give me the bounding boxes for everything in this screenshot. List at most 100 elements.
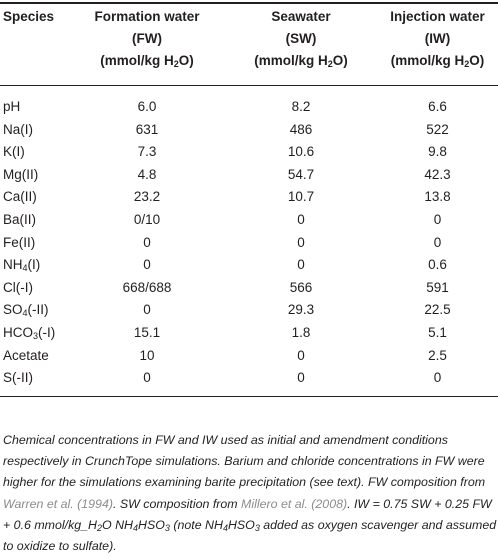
- fw-value: 15.1: [133, 325, 161, 340]
- sw-value: 0: [297, 347, 305, 363]
- fw-value: 7.3: [137, 144, 157, 160]
- header-species: Species: [3, 6, 78, 28]
- subscript: 2: [97, 522, 103, 533]
- table-row: pH 6.0 8.2 6.6: [0, 96, 498, 118]
- subscript: 3: [254, 522, 260, 533]
- caption-text: O NH: [102, 517, 134, 532]
- citation-link[interactable]: Warren et al. (1994): [3, 496, 113, 511]
- species-cell: S(-II): [3, 367, 33, 389]
- header-line: Seawater: [271, 9, 331, 24]
- header-line: (mmol/kg H2O): [390, 53, 485, 69]
- species-cell: NH4(I): [3, 254, 40, 276]
- species-name: NH: [3, 257, 23, 273]
- iw-value: 2.5: [428, 347, 447, 363]
- sw-value: 0: [297, 212, 305, 227]
- fw-value: 10: [139, 347, 155, 363]
- species-name: Fe(II): [3, 234, 36, 250]
- header-line: (mmol/kg H2O): [100, 53, 194, 69]
- fw-value: 4.8: [137, 166, 157, 182]
- species-name: Na(I): [3, 121, 33, 137]
- table-row: Fe(II) 0 0 0: [0, 232, 498, 254]
- header-line: Species: [3, 9, 55, 24]
- species-subscript: 3: [33, 331, 39, 341]
- caption-text: HSO: [227, 517, 255, 532]
- fw-value: 0/10: [133, 212, 161, 227]
- species-name: Ca(II): [3, 189, 37, 205]
- species-cell: Acetate: [3, 345, 49, 367]
- sw-value: 8.2: [291, 99, 311, 114]
- table-row: K(I) 7.3 10.6 9.8: [0, 141, 498, 163]
- species-cell: Ba(II): [3, 209, 36, 231]
- species-charge: (-II): [27, 302, 49, 318]
- fw-value: 0: [143, 302, 151, 318]
- header-seawater: Seawater (SW) (mmol/kg H2O): [236, 6, 366, 72]
- table-row: Mg(II) 4.8 54.7 42.3: [0, 164, 498, 186]
- species-cell: Mg(II): [3, 164, 38, 186]
- iw-value: 9.8: [428, 144, 447, 160]
- species-subscript: 4: [22, 263, 28, 274]
- subscript: 4: [133, 522, 139, 533]
- table-row: Na(I) 631 486 522: [0, 119, 498, 141]
- table-row: HCO3(-I) 15.1 1.8 5.1: [0, 322, 498, 344]
- species-name: Cl(-I): [3, 279, 33, 295]
- sw-value: 1.8: [291, 325, 311, 340]
- species-subscript: 4: [22, 308, 28, 319]
- sw-value: 10.7: [287, 189, 315, 205]
- sw-value: 29.3: [287, 302, 315, 318]
- header-rule: [0, 85, 498, 86]
- caption-text: Chemical concentrations in FW and IW use…: [3, 433, 486, 490]
- bottom-rule: [0, 396, 498, 397]
- species-cell: Cl(-I): [3, 277, 33, 299]
- caption-text: . IW = 0.75 SW + 0.25 FW + 0.6 mmol/kg_H: [3, 496, 492, 532]
- citation-link[interactable]: Millero et al. (2008): [241, 496, 348, 511]
- sw-value: 0: [297, 370, 305, 386]
- header-line: (SW): [285, 31, 317, 46]
- header-injection-water: Injection water (IW) (mmol/kg H2O): [377, 6, 498, 72]
- subscript: 2: [173, 59, 179, 69]
- iw-value: 6.6: [428, 99, 447, 114]
- fw-value: 631: [135, 121, 159, 137]
- header-line: (IW): [424, 31, 451, 46]
- species-charge: (I): [27, 257, 41, 273]
- species-name: Mg(II): [3, 166, 39, 182]
- iw-value: 0: [433, 370, 442, 386]
- species-name: K(I): [3, 144, 25, 160]
- species-charge: (-I): [38, 325, 56, 340]
- iw-value: 13.8: [424, 189, 451, 205]
- table-row: Ba(II) 0/10 0 0: [0, 209, 498, 231]
- header-line: (FW): [132, 31, 162, 46]
- sw-value: 486: [289, 121, 313, 137]
- header-formation-water: Formation water (FW) (mmol/kg H2O): [82, 6, 212, 72]
- sw-value: 0: [297, 234, 305, 250]
- species-cell: SO4(-II): [3, 299, 49, 321]
- caption-text: (note NH: [169, 517, 223, 532]
- table-row: S(-II) 0 0 0: [0, 367, 498, 389]
- species-cell: Fe(II): [3, 232, 35, 254]
- species-name: Ba(II): [3, 212, 37, 227]
- species-name: HCO: [3, 325, 33, 340]
- header-line: (mmol/kg H2O): [254, 53, 348, 69]
- table-row: SO4(-II) 0 29.3 22.5: [0, 299, 498, 321]
- table-row: Acetate 10 0 2.5: [0, 345, 498, 367]
- iw-value: 22.5: [424, 302, 451, 318]
- fw-value: 6.0: [137, 99, 157, 114]
- sw-value: 54.7: [287, 166, 315, 182]
- fw-value: 23.2: [133, 189, 161, 205]
- header-line: Formation water: [94, 9, 200, 24]
- iw-value: 591: [426, 279, 449, 295]
- fw-value: 668/688: [122, 279, 172, 295]
- sw-value: 10.6: [287, 144, 315, 160]
- caption-text: . SW composition from: [112, 496, 242, 511]
- table-row: NH4(I) 0 0 0.6: [0, 254, 498, 276]
- iw-value: 0: [433, 212, 442, 227]
- fw-value: 0: [143, 370, 151, 386]
- table-row: Cl(-I) 668/688 566 591: [0, 277, 498, 299]
- iw-value: 5.1: [428, 325, 447, 340]
- top-rule: [0, 2, 498, 4]
- iw-value: 0: [433, 234, 442, 250]
- species-cell: K(I): [3, 141, 25, 163]
- header-line: Injection water: [390, 9, 485, 24]
- species-name: SO: [3, 302, 23, 318]
- species-name: Acetate: [3, 347, 49, 363]
